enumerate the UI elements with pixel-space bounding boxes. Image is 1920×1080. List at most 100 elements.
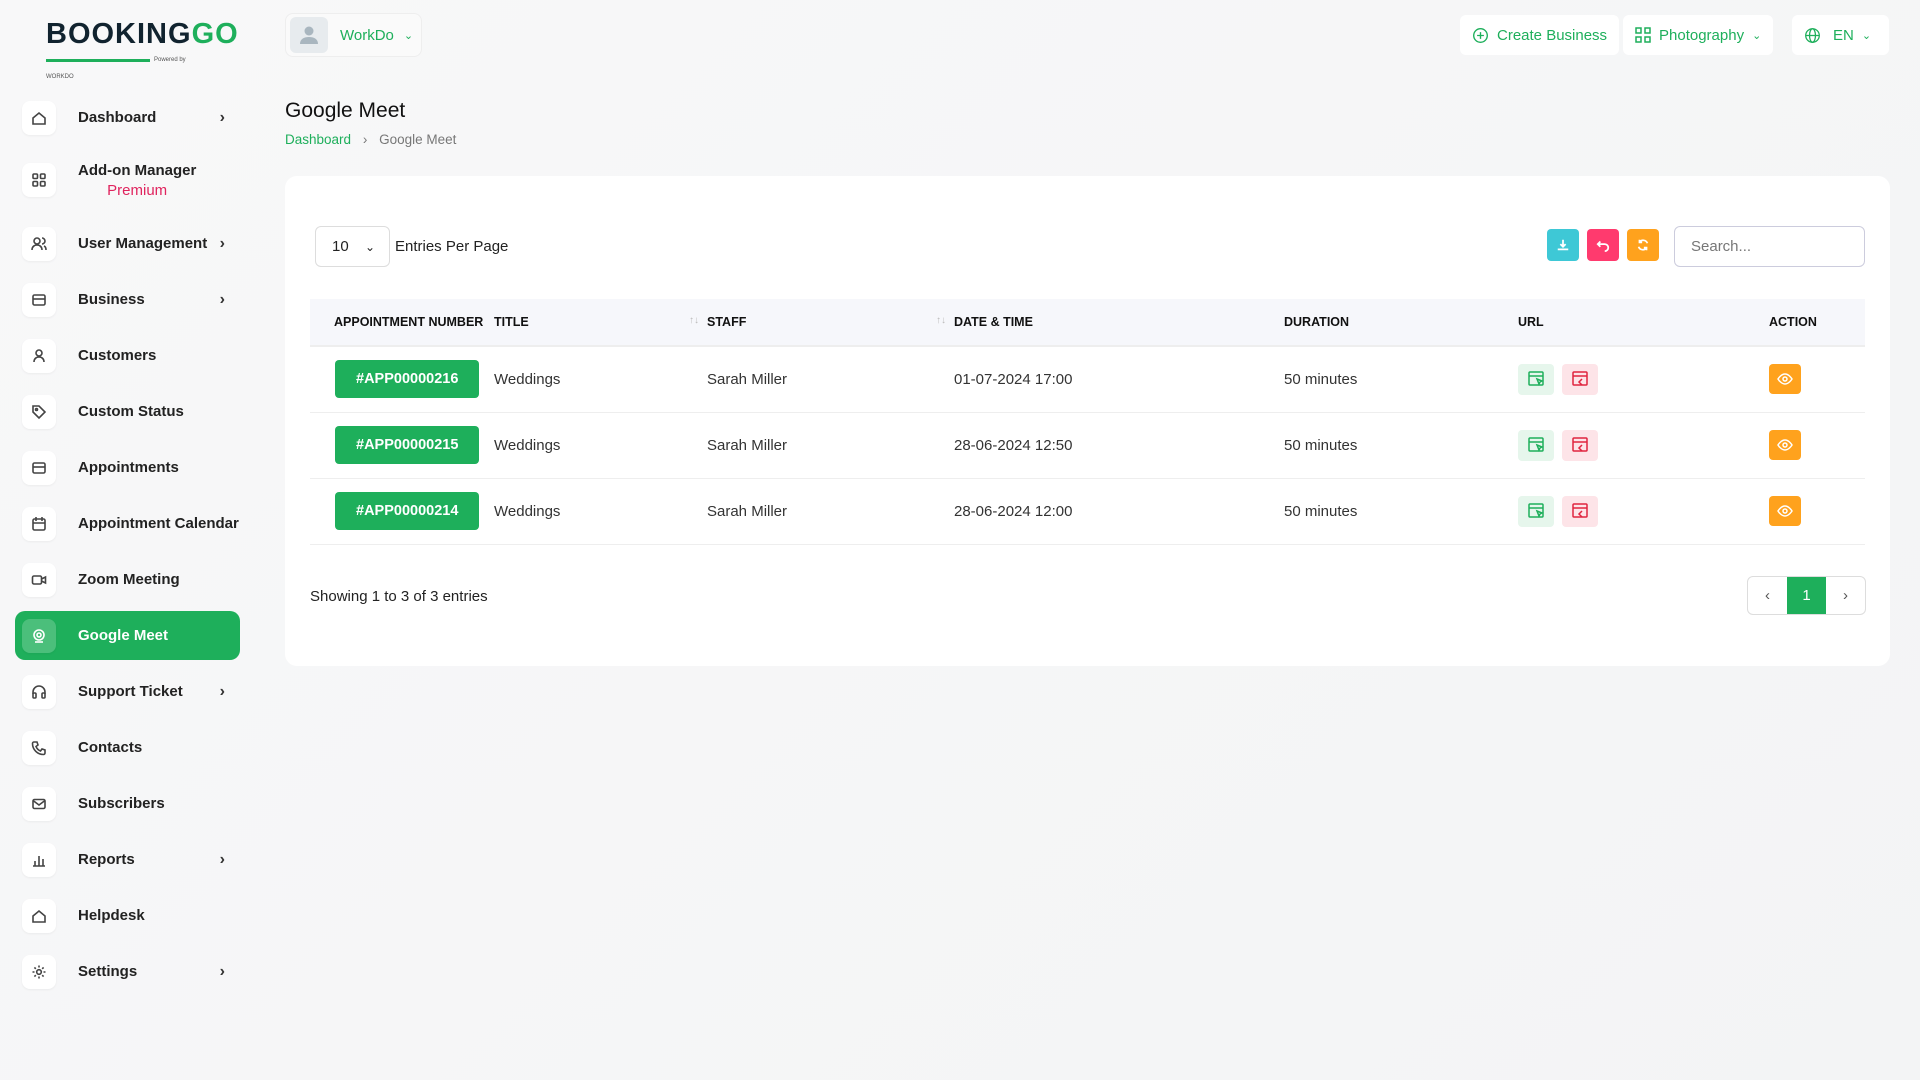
duration-cell: 50 minutes — [1284, 478, 1518, 545]
sidebar-item-label: Add-on Manager Premium — [78, 161, 197, 199]
chevron-right-icon: › — [219, 234, 225, 252]
title-cell: Weddings — [494, 412, 707, 479]
sidebar-item-settings[interactable]: Settings › — [15, 947, 240, 996]
join-meeting-button[interactable] — [1518, 495, 1554, 527]
start-meeting-button[interactable] — [1562, 429, 1598, 461]
chevron-right-icon: › — [219, 290, 225, 308]
logo: BOOKINGGO Powered by WORKDO — [46, 18, 239, 81]
chevron-down-icon: ⌄ — [364, 239, 375, 254]
chevron-down-icon: ⌄ — [1752, 29, 1762, 42]
sidebar-item-google-meet[interactable]: Google Meet — [15, 611, 240, 660]
chart-icon — [22, 842, 56, 877]
create-business-button[interactable]: Create Business — [1460, 15, 1620, 55]
sidebar-item-label: Business — [78, 291, 145, 308]
sidebar-item-label: Appointments — [78, 459, 179, 476]
sidebar-item-subscribers[interactable]: Subscribers — [15, 779, 240, 828]
sidebar-item-helpdesk[interactable]: Helpdesk — [15, 891, 240, 940]
join-meeting-button[interactable] — [1518, 363, 1554, 395]
entries-per-page-label: Entries Per Page — [395, 238, 509, 255]
start-meeting-button[interactable] — [1562, 363, 1598, 395]
table-row: #APP00000215 Weddings Sarah Miller 28-06… — [310, 412, 1865, 479]
calendar-icon — [22, 506, 56, 541]
chevron-right-icon: › — [219, 108, 225, 126]
business-type-dropdown[interactable]: Photography ⌄ — [1623, 15, 1774, 55]
refresh-button[interactable] — [1627, 229, 1659, 261]
sidebar-item-contacts[interactable]: Contacts — [15, 723, 240, 772]
sidebar-item-label: Appointment Calendar — [78, 515, 239, 532]
sidebar-item-appointment-calendar[interactable]: Appointment Calendar — [15, 499, 240, 548]
mail-icon — [22, 786, 56, 821]
pagination: ‹ 1 › — [1747, 576, 1866, 615]
column-header-action: ACTION — [1769, 299, 1865, 347]
eye-icon — [1777, 505, 1793, 517]
sidebar-item-dashboard[interactable]: Dashboard › — [15, 93, 240, 142]
column-header-date-time[interactable]: DATE & TIME — [954, 299, 1284, 347]
column-header-staff[interactable]: STAFF ↑↓ — [707, 299, 954, 347]
sidebar-item-business[interactable]: Business › — [15, 275, 240, 324]
appointment-number-button[interactable]: #APP00000214 — [335, 492, 480, 530]
chevron-right-icon: › — [219, 962, 225, 980]
user-icon — [22, 338, 56, 373]
sidebar-item-custom-status[interactable]: Custom Status — [15, 387, 240, 436]
appointments-card: 10⌄ Entries Per Page APPOINTMENT NUMBER … — [285, 176, 1890, 666]
sidebar-item-label: Settings — [78, 963, 138, 980]
view-button[interactable] — [1769, 430, 1801, 460]
view-button[interactable] — [1769, 496, 1801, 526]
column-header-title[interactable]: TITLE ↑↓ — [494, 299, 707, 347]
export-button[interactable] — [1547, 229, 1579, 261]
staff-cell: Sarah Miller — [707, 412, 954, 479]
workspace-switcher[interactable]: WorkDo ⌄ — [285, 13, 422, 57]
eye-icon — [1777, 439, 1793, 451]
sort-icon: ↑↓ — [689, 315, 699, 326]
breadcrumb: Dashboard › Google Meet — [285, 132, 456, 147]
apps-icon — [1635, 27, 1651, 43]
datetime-cell: 28-06-2024 12:00 — [954, 478, 1284, 545]
sidebar-item-label: User Management — [78, 235, 208, 252]
column-header-duration[interactable]: DURATION — [1284, 299, 1518, 347]
language-dropdown[interactable]: EN ⌄ — [1792, 15, 1889, 55]
title-cell: Weddings — [494, 346, 707, 413]
sidebar-item-zoom-meeting[interactable]: Zoom Meeting — [15, 555, 240, 604]
browser-cursor-icon — [1528, 503, 1544, 518]
sidebar-item-user-management[interactable]: User Management › — [15, 219, 240, 268]
appointment-number-button[interactable]: #APP00000215 — [335, 426, 480, 464]
datetime-cell: 01-07-2024 17:00 — [954, 346, 1284, 413]
chevron-down-icon: ⌄ — [403, 29, 414, 42]
sidebar-item-reports[interactable]: Reports › — [15, 835, 240, 884]
search-input[interactable] — [1674, 226, 1865, 267]
column-header-appointment-number[interactable]: APPOINTMENT NUMBER — [310, 299, 494, 347]
grid-icon — [22, 163, 56, 197]
sidebar-item-add-on-manager[interactable]: Add-on Manager Premium — [15, 149, 240, 211]
globe-icon — [1805, 27, 1820, 43]
download-icon — [1557, 239, 1569, 251]
start-meeting-button[interactable] — [1562, 495, 1598, 527]
appointment-number-button[interactable]: #APP00000216 — [335, 360, 480, 399]
duration-cell: 50 minutes — [1284, 412, 1518, 479]
sidebar-item-customers[interactable]: Customers — [15, 331, 240, 380]
sidebar-item-label: Helpdesk — [78, 907, 145, 924]
next-page-button[interactable]: › — [1843, 587, 1848, 604]
page-button-1[interactable]: 1 — [1787, 577, 1826, 614]
browser-cursor-icon — [1528, 371, 1544, 387]
webcam-icon — [22, 618, 56, 653]
breadcrumb-dashboard[interactable]: Dashboard — [285, 132, 352, 147]
appointments-table: APPOINTMENT NUMBER TITLE ↑↓ STAFF ↑↓ DATE … — [310, 299, 1865, 545]
chevron-right-icon: › — [219, 850, 225, 868]
plus-circle-icon — [1473, 27, 1488, 43]
sidebar-item-label: Reports — [78, 851, 135, 868]
sidebar-item-appointments[interactable]: Appointments — [15, 443, 240, 492]
home-icon — [22, 100, 56, 135]
sidebar-item-label: Zoom Meeting — [78, 571, 180, 588]
reset-button[interactable] — [1587, 229, 1619, 261]
view-button[interactable] — [1769, 364, 1801, 395]
entries-per-page-select[interactable]: 10 ⌄ — [315, 226, 390, 267]
duration-cell: 50 minutes — [1284, 346, 1518, 413]
join-meeting-button[interactable] — [1518, 429, 1554, 461]
eye-icon — [1777, 373, 1793, 386]
sidebar-item-support-ticket[interactable]: Support Ticket › — [15, 667, 240, 716]
phone-icon — [22, 730, 56, 765]
previous-page-button[interactable]: ‹ — [1765, 587, 1770, 604]
column-header-url: URL — [1518, 299, 1769, 347]
users-icon — [22, 226, 56, 261]
sidebar-item-label: Google Meet — [78, 627, 169, 644]
